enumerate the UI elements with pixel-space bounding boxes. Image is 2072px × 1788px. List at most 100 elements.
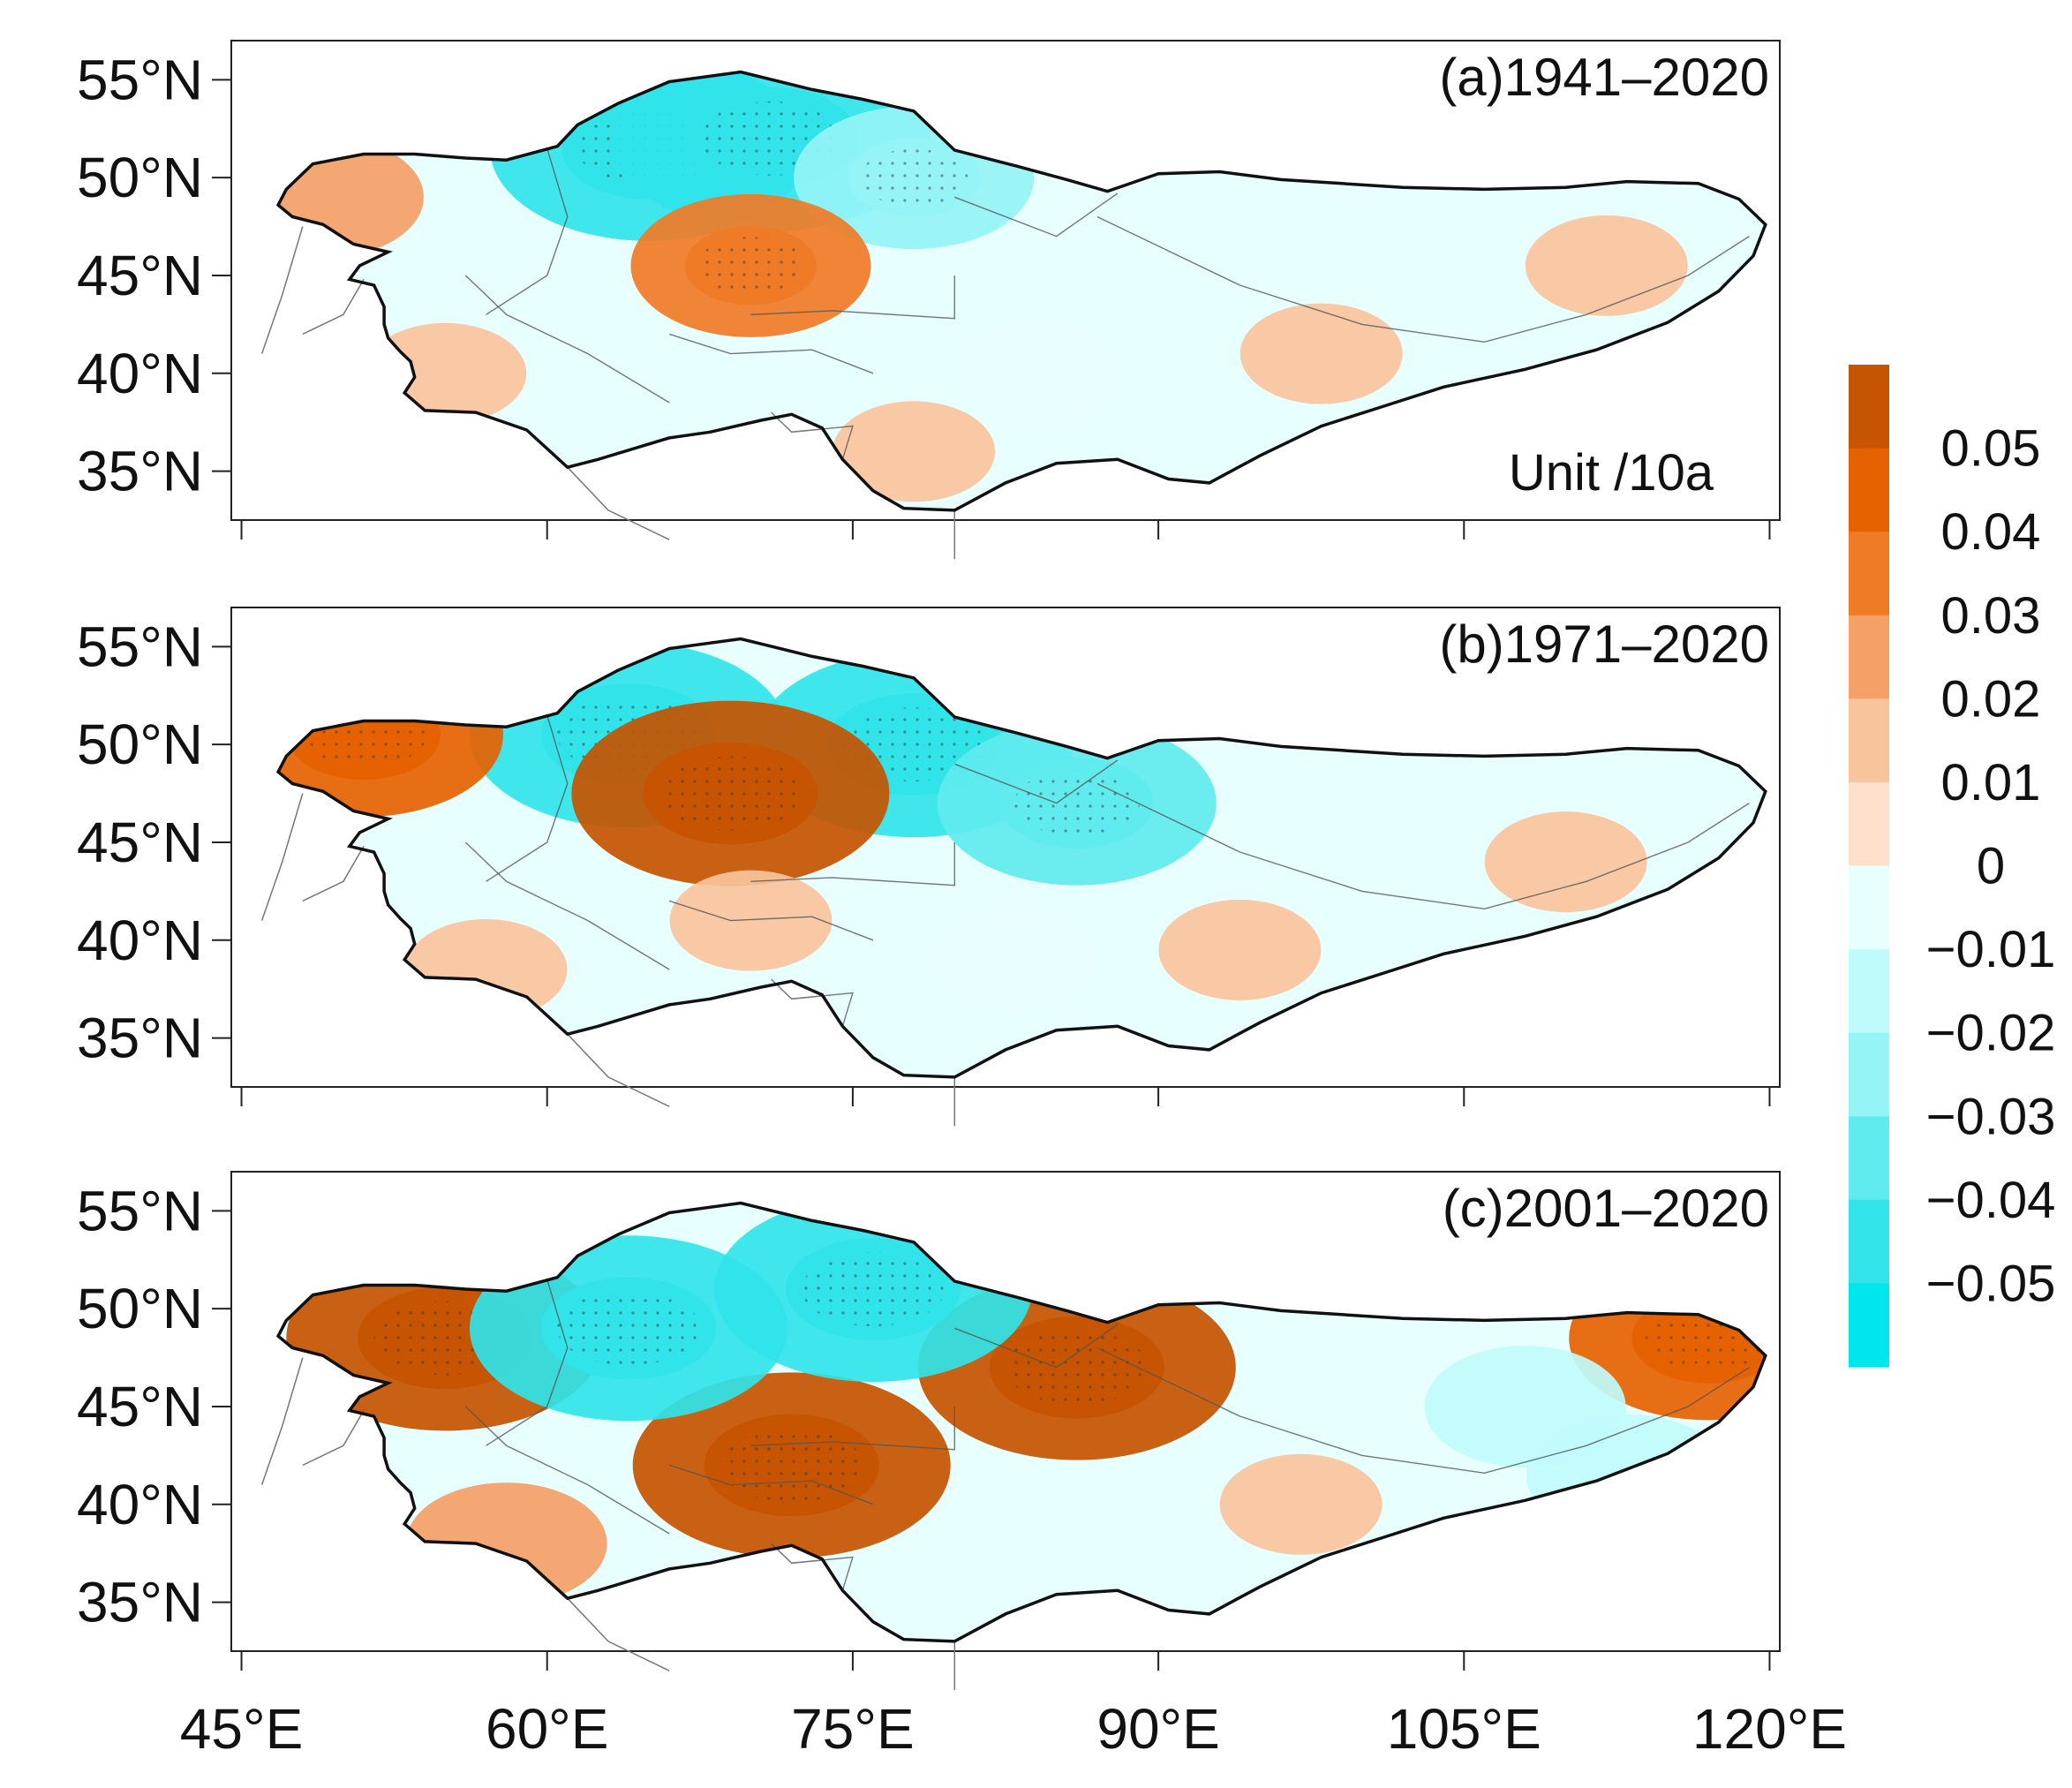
- country-border-inner: [464, 275, 670, 404]
- country-border-inner: [486, 147, 569, 315]
- trend-patch: [1525, 215, 1688, 316]
- trend-patch: [1484, 811, 1647, 913]
- trend-patch: [1239, 303, 1403, 404]
- country-border-inner: [954, 192, 1119, 238]
- significance-stipple: [859, 148, 968, 207]
- colorbar-label: −0.01: [1926, 921, 2056, 978]
- trend-patch: [1158, 899, 1322, 1000]
- significance-stipple: [720, 1428, 863, 1503]
- country-border-inner: [668, 900, 874, 941]
- lon-tick-label: 105°E: [1387, 1697, 1541, 1761]
- colorbar-bin: [1849, 532, 1889, 616]
- colorbar-label: 0: [1977, 838, 2005, 895]
- lat-tick-label: 55°N: [77, 615, 203, 678]
- lon-tick-label: 90°E: [1096, 1697, 1219, 1761]
- lat-tick-label: 50°N: [77, 146, 203, 209]
- colorbar-bin: [1849, 949, 1889, 1034]
- colorbar-bin: [1849, 1199, 1889, 1284]
- lat-tick-label: 55°N: [77, 48, 203, 111]
- lat-tick-label: 45°N: [77, 811, 203, 874]
- significance-stipple: [659, 756, 802, 831]
- trend-patch: [934, 909, 1097, 1010]
- colorbar-bin: [1849, 781, 1889, 867]
- panel-title: (a)1941–2020: [1439, 48, 1769, 107]
- significance-stipple: [697, 237, 805, 295]
- region-outline: [275, 1201, 1767, 1643]
- trend-patch: [833, 401, 996, 502]
- country-border-inner: [486, 714, 569, 882]
- country-border-inner: [954, 759, 1119, 804]
- country-border-inner: [464, 1406, 670, 1535]
- lat-tick-label: 35°N: [77, 1007, 203, 1070]
- colorbar-label: 0.05: [1941, 420, 2041, 478]
- country-border-inner: [750, 842, 956, 886]
- lat-tick-label: 45°N: [77, 244, 203, 307]
- colorbar-bin: [1849, 865, 1889, 950]
- significance-stipple: [1005, 1330, 1149, 1405]
- country-border-inner: [1096, 782, 1750, 910]
- colorbar-label: −0.02: [1926, 1005, 2056, 1062]
- lat-tick-label: 55°N: [77, 1179, 203, 1242]
- map-panel: 55°N 50°N 45°N 40°N 35°N (a)1941–2020 Unit /10…: [77, 40, 1781, 560]
- significance-stipple: [802, 1252, 945, 1326]
- colorbar: 0.05 0.04 0.03 0.02 0.01 0 −0.01 −0.02 −0.03 −0.0…: [1849, 365, 2055, 1368]
- significance-stipple: [557, 1291, 700, 1366]
- map-panel: 55°N 50°N 45°N 40°N 35°N (b)1971–2020: [77, 607, 1781, 1127]
- lon-tick-label: 75°E: [791, 1697, 914, 1761]
- lat-tick-label: 40°N: [77, 342, 203, 405]
- country-border-inner: [750, 1407, 956, 1451]
- country-border: [567, 466, 670, 540]
- lon-tick-label: 120°E: [1692, 1697, 1847, 1761]
- panel-title: (c)2001–2020: [1443, 1179, 1769, 1238]
- colorbar-bin: [1849, 448, 1889, 532]
- country-border-inner: [668, 333, 874, 374]
- country-border: [302, 846, 365, 902]
- colorbar-bin: [1849, 1283, 1889, 1368]
- trend-patch: [954, 322, 1118, 424]
- trend-patch: [1219, 1453, 1383, 1555]
- country-border: [567, 1033, 670, 1107]
- colorbar-label: 0.03: [1941, 587, 2041, 645]
- colorbar-label: 0.01: [1941, 754, 2041, 811]
- colorbar-bin: [1849, 615, 1889, 699]
- colorbar-label: −0.03: [1926, 1088, 2056, 1145]
- significance-stipple: [1013, 770, 1140, 836]
- country-border: [260, 793, 304, 921]
- country-border-inner: [486, 1279, 569, 1446]
- colorbar-label: 0.02: [1941, 670, 2041, 728]
- country-border-inner: [750, 275, 956, 320]
- colorbar-bin: [1849, 698, 1889, 783]
- country-border: [260, 226, 304, 354]
- lat-tick-label: 35°N: [77, 1571, 203, 1634]
- country-border-inner: [1096, 1347, 1750, 1475]
- lat-tick-label: 50°N: [77, 1277, 203, 1340]
- colorbar-label: −0.04: [1926, 1172, 2056, 1229]
- country-border: [567, 1597, 670, 1671]
- colorbar-label: −0.05: [1926, 1255, 2056, 1312]
- lon-tick-label: 60°E: [486, 1697, 608, 1761]
- colorbar-bin: [1849, 1116, 1889, 1201]
- region-outline: [275, 637, 1767, 1079]
- unit-label: Unit /10a: [1509, 444, 1714, 502]
- colorbar-label: 0.04: [1941, 503, 2041, 561]
- country-border-inner: [1096, 215, 1750, 343]
- lat-tick-label: 35°N: [77, 440, 203, 503]
- panel-title: (b)1971–2020: [1439, 615, 1769, 674]
- colorbar-bin: [1849, 1032, 1889, 1117]
- colorbar-bin: [1849, 365, 1889, 449]
- trend-patch: [669, 870, 833, 971]
- lat-tick-label: 40°N: [77, 909, 203, 972]
- lon-tick-label: 45°E: [180, 1697, 303, 1761]
- map-panel: 55°N 50°N 45°N 40°N 35°N (c)2001–2020: [77, 1171, 1781, 1691]
- country-border-inner: [668, 1464, 874, 1505]
- trend-patch: [278, 136, 424, 259]
- region-outline: [275, 70, 1767, 512]
- country-border: [302, 1410, 365, 1467]
- country-border-inner: [464, 841, 670, 970]
- lat-tick-label: 40°N: [77, 1473, 203, 1536]
- country-border: [260, 1357, 304, 1485]
- country-border-inner: [954, 1324, 1119, 1369]
- country-border: [302, 279, 365, 336]
- lat-tick-label: 45°N: [77, 1375, 203, 1438]
